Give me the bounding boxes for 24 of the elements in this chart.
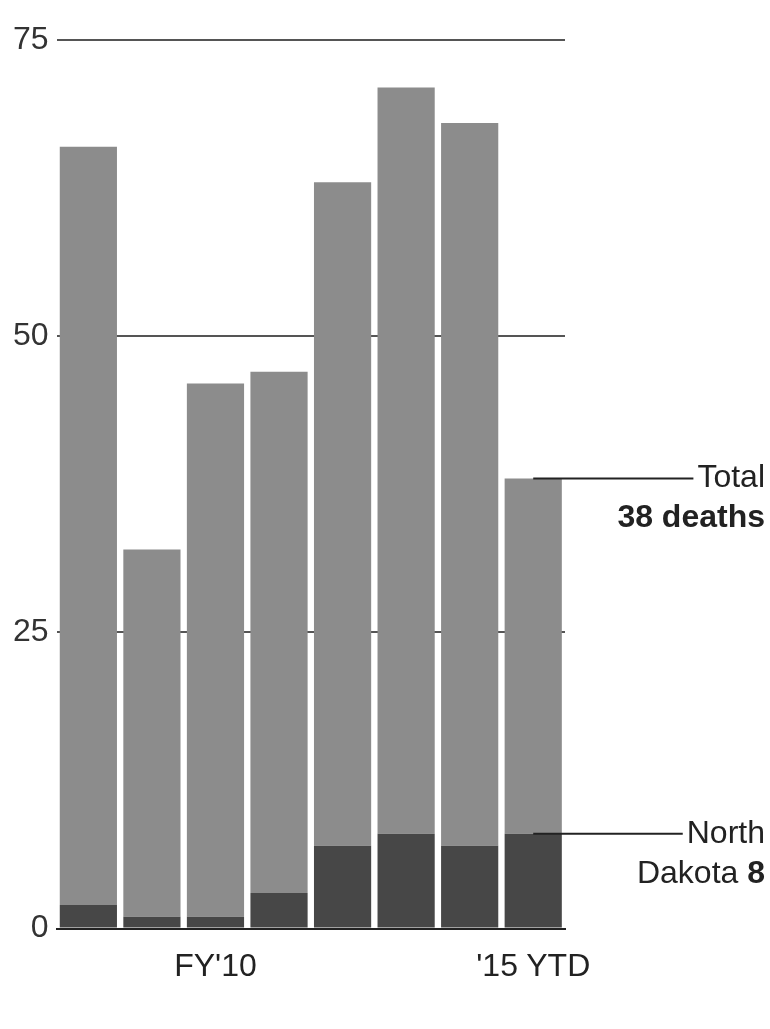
annotation: Total 38 deaths — [617, 458, 765, 535]
bar — [313, 182, 372, 846]
bar — [186, 383, 245, 917]
y-tick-label: 50 — [13, 316, 49, 353]
bar — [250, 371, 308, 894]
bar — [504, 478, 562, 834]
bar — [377, 87, 435, 834]
x-tick-label: FY'10 — [174, 946, 257, 983]
bar — [186, 916, 245, 928]
bar — [377, 833, 435, 928]
bar — [123, 549, 181, 917]
bar — [250, 893, 308, 928]
bar — [59, 904, 117, 928]
y-tick-label: 25 — [13, 612, 49, 649]
bar — [59, 146, 117, 905]
x-tick-label: '15 YTD — [476, 946, 591, 983]
annotation: North Dakota 8 — [636, 813, 765, 890]
y-tick-label: 0 — [30, 908, 49, 945]
bar — [123, 916, 181, 928]
bar — [313, 845, 372, 928]
bar — [441, 845, 499, 928]
bar — [504, 833, 562, 928]
y-tick-label: 75 — [13, 19, 49, 56]
bar — [441, 122, 499, 846]
